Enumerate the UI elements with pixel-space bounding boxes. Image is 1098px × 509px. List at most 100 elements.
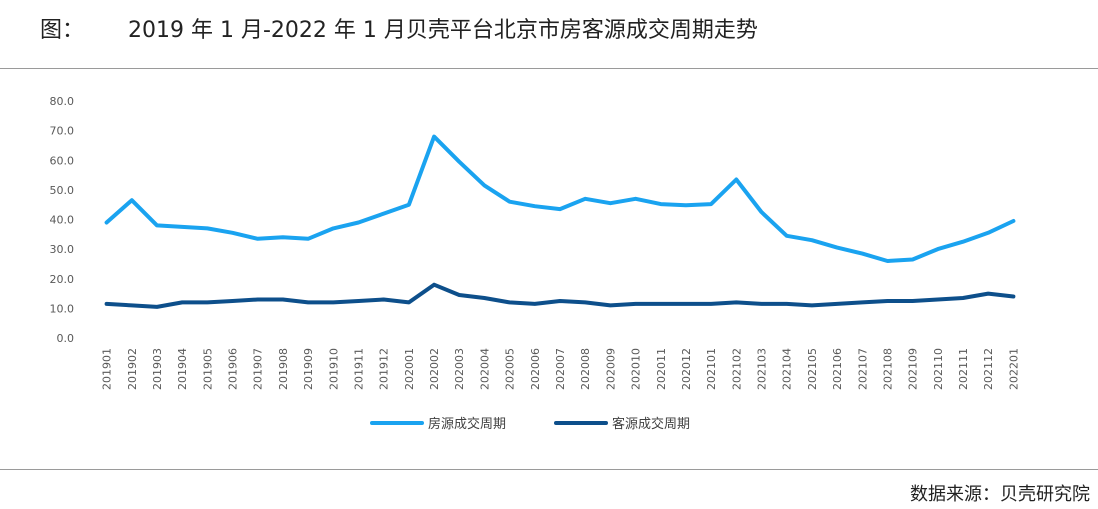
- x-tick-label: 201912: [378, 348, 391, 390]
- data-point: [433, 283, 436, 286]
- y-tick-label: 10.0: [50, 302, 75, 315]
- x-tick-label: 202106: [831, 348, 844, 390]
- data-point: [533, 205, 536, 208]
- data-point: [911, 258, 914, 261]
- chart-title: 图： 2019 年 1 月-2022 年 1 月贝壳平台北京市房客源成交周期走势: [40, 10, 758, 46]
- data-point: [936, 248, 939, 251]
- data-point: [307, 301, 310, 304]
- data-point: [458, 294, 461, 297]
- x-tick-label: 202001: [403, 348, 416, 390]
- data-point: [533, 302, 536, 305]
- x-tick-label: 202102: [730, 348, 743, 390]
- data-point: [785, 234, 788, 237]
- data-point: [155, 305, 158, 308]
- x-tick-label: 201906: [227, 348, 240, 390]
- data-point: [231, 299, 234, 302]
- data-point: [105, 302, 108, 305]
- data-point: [634, 302, 637, 305]
- data-point: [231, 231, 234, 234]
- data-point: [836, 302, 839, 305]
- data-point: [458, 160, 461, 163]
- data-point: [987, 292, 990, 295]
- data-point: [256, 237, 259, 240]
- data-point: [684, 302, 687, 305]
- data-point: [684, 204, 687, 207]
- data-point: [281, 236, 284, 239]
- x-tick-label: 202012: [680, 348, 693, 390]
- x-tick-label: 202109: [907, 348, 920, 390]
- x-tick-label: 201904: [176, 348, 189, 390]
- data-point: [659, 302, 662, 305]
- x-tick-label: 202002: [428, 348, 441, 390]
- x-tick-label: 202010: [630, 348, 643, 390]
- data-point: [861, 301, 864, 304]
- data-point: [861, 252, 864, 255]
- x-tick-label: 202105: [806, 348, 819, 390]
- x-tick-label: 201903: [151, 348, 164, 390]
- line-chart: 0.0 10.0 20.0 30.0 40.0 50.0 60.0 70.0 80.0 20190…: [50, 95, 1021, 432]
- data-point: [735, 178, 738, 181]
- data-point: [357, 221, 360, 224]
- y-tick-label: 70.0: [50, 125, 75, 138]
- x-tick-label: 201901: [101, 348, 114, 390]
- data-point: [886, 299, 889, 302]
- data-point: [181, 225, 184, 228]
- data-point: [760, 211, 763, 214]
- x-tick-label: 202103: [756, 348, 769, 390]
- x-tick-label: 202008: [579, 348, 592, 390]
- data-point: [584, 197, 587, 200]
- x-tick-label: 202107: [856, 348, 869, 390]
- y-tick-label: 20.0: [50, 273, 75, 286]
- legend-label-2: 客源成交周期: [612, 416, 690, 432]
- data-point: [508, 200, 511, 203]
- data-point: [584, 301, 587, 304]
- data-point: [609, 202, 612, 205]
- x-tick-label: 201909: [302, 348, 315, 390]
- data-point: [256, 298, 259, 301]
- bottom-rule: [0, 469, 1098, 470]
- data-point: [332, 227, 335, 230]
- data-point: [206, 301, 209, 304]
- data-point: [483, 184, 486, 187]
- x-tick-label: 202007: [554, 348, 567, 390]
- data-point: [886, 259, 889, 262]
- x-tick-label: 201905: [201, 348, 214, 390]
- data-point: [382, 298, 385, 301]
- figure-label: 图：: [40, 18, 85, 43]
- data-point: [710, 302, 713, 305]
- x-tick-label: 202111: [957, 348, 970, 390]
- x-tick-label: 202104: [781, 348, 794, 390]
- x-tick-label: 202110: [932, 348, 945, 390]
- x-tick-label: 201908: [277, 348, 290, 390]
- data-point: [181, 301, 184, 304]
- x-tick-label: 202201: [1007, 348, 1020, 390]
- data-point: [962, 240, 965, 243]
- data-point: [105, 221, 108, 224]
- y-tick-label: 80.0: [50, 95, 75, 108]
- series-line-2: [104, 282, 1016, 309]
- x-tick-label: 202011: [655, 348, 668, 390]
- x-tick-label: 202101: [705, 348, 718, 390]
- y-tick-label: 50.0: [50, 184, 75, 197]
- y-tick-label: 30.0: [50, 243, 75, 256]
- data-point: [206, 227, 209, 230]
- data-point: [987, 231, 990, 234]
- data-point: [1012, 219, 1015, 222]
- data-point: [659, 203, 662, 206]
- data-point: [810, 304, 813, 307]
- data-point: [407, 301, 410, 304]
- data-point: [130, 304, 133, 307]
- data-point: [710, 203, 713, 206]
- x-tick-label: 202009: [604, 348, 617, 390]
- data-point: [508, 301, 511, 304]
- data-point: [281, 298, 284, 301]
- series-line-1: [104, 134, 1016, 263]
- title-text: 2019 年 1 月-2022 年 1 月贝壳平台北京市房客源成交周期走势: [128, 18, 758, 43]
- x-tick-label: 201902: [126, 348, 139, 390]
- data-point: [810, 239, 813, 242]
- x-tick-label: 201907: [252, 348, 265, 390]
- data-point: [155, 224, 158, 227]
- data-point: [382, 212, 385, 215]
- x-tick-label: 202005: [504, 348, 517, 390]
- data-point: [559, 299, 562, 302]
